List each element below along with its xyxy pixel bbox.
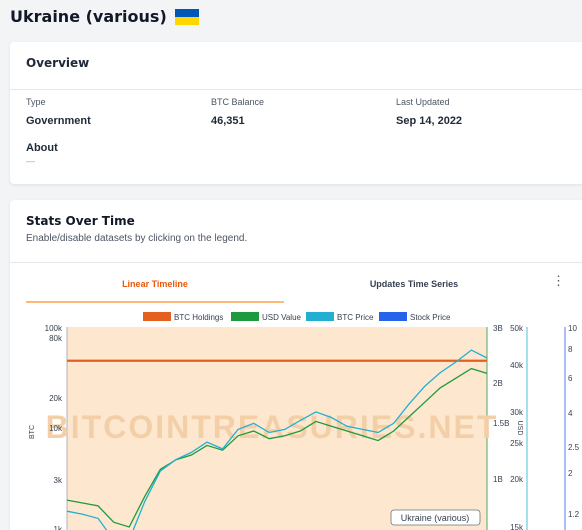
chart-watermark: BITCOINTREASURIES.NET bbox=[46, 409, 499, 445]
usd-axis-label: USD bbox=[516, 421, 523, 436]
last-updated-label: Last Updated bbox=[396, 97, 450, 107]
last-updated-field: Last Updated Sep 14, 2022 bbox=[396, 97, 462, 127]
stock-tick-2.5: 2.5 bbox=[568, 443, 580, 452]
btc-tick-3k: 3k bbox=[54, 476, 63, 485]
type-label: Type bbox=[26, 97, 46, 107]
btc-balance-value: 46,351 bbox=[211, 115, 245, 127]
stock-axis-ticks: 10 8 6 4 2.5 2 1.2 1 bbox=[568, 324, 580, 519]
btc-tick-100k: 100k bbox=[45, 324, 63, 333]
about-label: About bbox=[26, 142, 58, 154]
legend-swatch-usd-value[interactable] bbox=[231, 312, 259, 321]
stock-tick-6: 6 bbox=[568, 374, 573, 383]
price-tick-50k: 50k bbox=[510, 324, 524, 333]
stock-tick-8: 8 bbox=[568, 345, 573, 354]
legend-swatch-stock-price[interactable] bbox=[379, 312, 407, 321]
chart-badge: Ukraine (various) bbox=[390, 509, 481, 526]
about-field: About — bbox=[26, 142, 58, 166]
usd-tick-1.5b: 1.5B bbox=[493, 419, 509, 428]
legend-swatch-btc-price[interactable] bbox=[306, 312, 334, 321]
page-header: Ukraine (various) bbox=[10, 7, 199, 26]
legend-stock-price[interactable]: Stock Price bbox=[410, 313, 451, 322]
stats-card: Stats Over Time Enable/disable datasets … bbox=[10, 200, 582, 530]
legend-usd-value[interactable]: USD Value bbox=[262, 313, 302, 322]
stock-tick-2: 2 bbox=[568, 469, 573, 478]
btc-axis-ticks: 100k 80k 20k 10k 3k 1k bbox=[45, 324, 63, 530]
type-value: Government bbox=[26, 115, 91, 127]
usd-tick-1b: 1B bbox=[493, 475, 503, 484]
btc-axis-label: BTC bbox=[29, 425, 36, 439]
last-updated-value: Sep 14, 2022 bbox=[396, 115, 463, 127]
chart-svg: BTC Holdings USD Value BTC Price Stock P… bbox=[29, 312, 580, 530]
price-tick-40k: 40k bbox=[510, 361, 524, 370]
btc-balance-label: BTC Balance bbox=[211, 97, 265, 107]
stats-chart: BTC Holdings USD Value BTC Price Stock P… bbox=[10, 300, 582, 530]
legend-btc-holdings[interactable]: BTC Holdings bbox=[174, 313, 223, 322]
btc-balance-field: BTC Balance 46,351 bbox=[211, 97, 264, 127]
usd-tick-3b: 3B bbox=[493, 324, 503, 333]
legend-swatch-btc-holdings[interactable] bbox=[143, 312, 171, 321]
stats-heading: Stats Over Time bbox=[26, 214, 135, 228]
stock-tick-1.2: 1.2 bbox=[568, 510, 580, 519]
price-tick-30k: 30k bbox=[510, 408, 524, 417]
btc-tick-20k: 20k bbox=[49, 394, 63, 403]
stats-subtitle: Enable/disable datasets by clicking on t… bbox=[26, 233, 248, 244]
series-usd-value bbox=[66, 367, 488, 528]
stock-tick-4: 4 bbox=[568, 409, 573, 418]
usd-tick-2b: 2B bbox=[493, 379, 503, 388]
chart-tabs: Linear Timeline Updates Time Series ⋮ bbox=[10, 262, 582, 303]
kebab-icon[interactable]: ⋮ bbox=[552, 273, 565, 288]
price-tick-15k: 15k bbox=[510, 523, 524, 530]
type-field: Type Government bbox=[26, 97, 91, 127]
page-title: Ukraine (various) bbox=[10, 7, 167, 26]
stock-tick-10: 10 bbox=[568, 324, 577, 333]
price-tick-25k: 25k bbox=[510, 439, 524, 448]
about-value: — bbox=[26, 156, 35, 166]
series-btc-price bbox=[66, 349, 488, 530]
price-tick-20k: 20k bbox=[510, 475, 524, 484]
price-axis-ticks: 50k 40k 30k 25k 20k 15k bbox=[510, 324, 524, 530]
ukraine-flag-icon bbox=[174, 8, 199, 25]
btc-tick-10k: 10k bbox=[49, 424, 63, 433]
btc-tick-1k: 1k bbox=[54, 525, 63, 530]
usd-axis-ticks: 3B 2B 1.5B 1B bbox=[493, 324, 509, 484]
btc-tick-80k: 80k bbox=[49, 334, 63, 343]
chart-legend: BTC Holdings USD Value BTC Price Stock P… bbox=[143, 312, 451, 322]
chart-badge-text: Ukraine (various) bbox=[401, 513, 470, 523]
overview-heading: Overview bbox=[10, 42, 582, 90]
overview-card: Overview Type Government BTC Balance 46,… bbox=[10, 42, 582, 184]
tab-updates-time-series[interactable]: Updates Time Series bbox=[369, 279, 459, 289]
tab-linear-timeline[interactable]: Linear Timeline bbox=[26, 263, 284, 303]
legend-btc-price[interactable]: BTC Price bbox=[337, 313, 374, 322]
